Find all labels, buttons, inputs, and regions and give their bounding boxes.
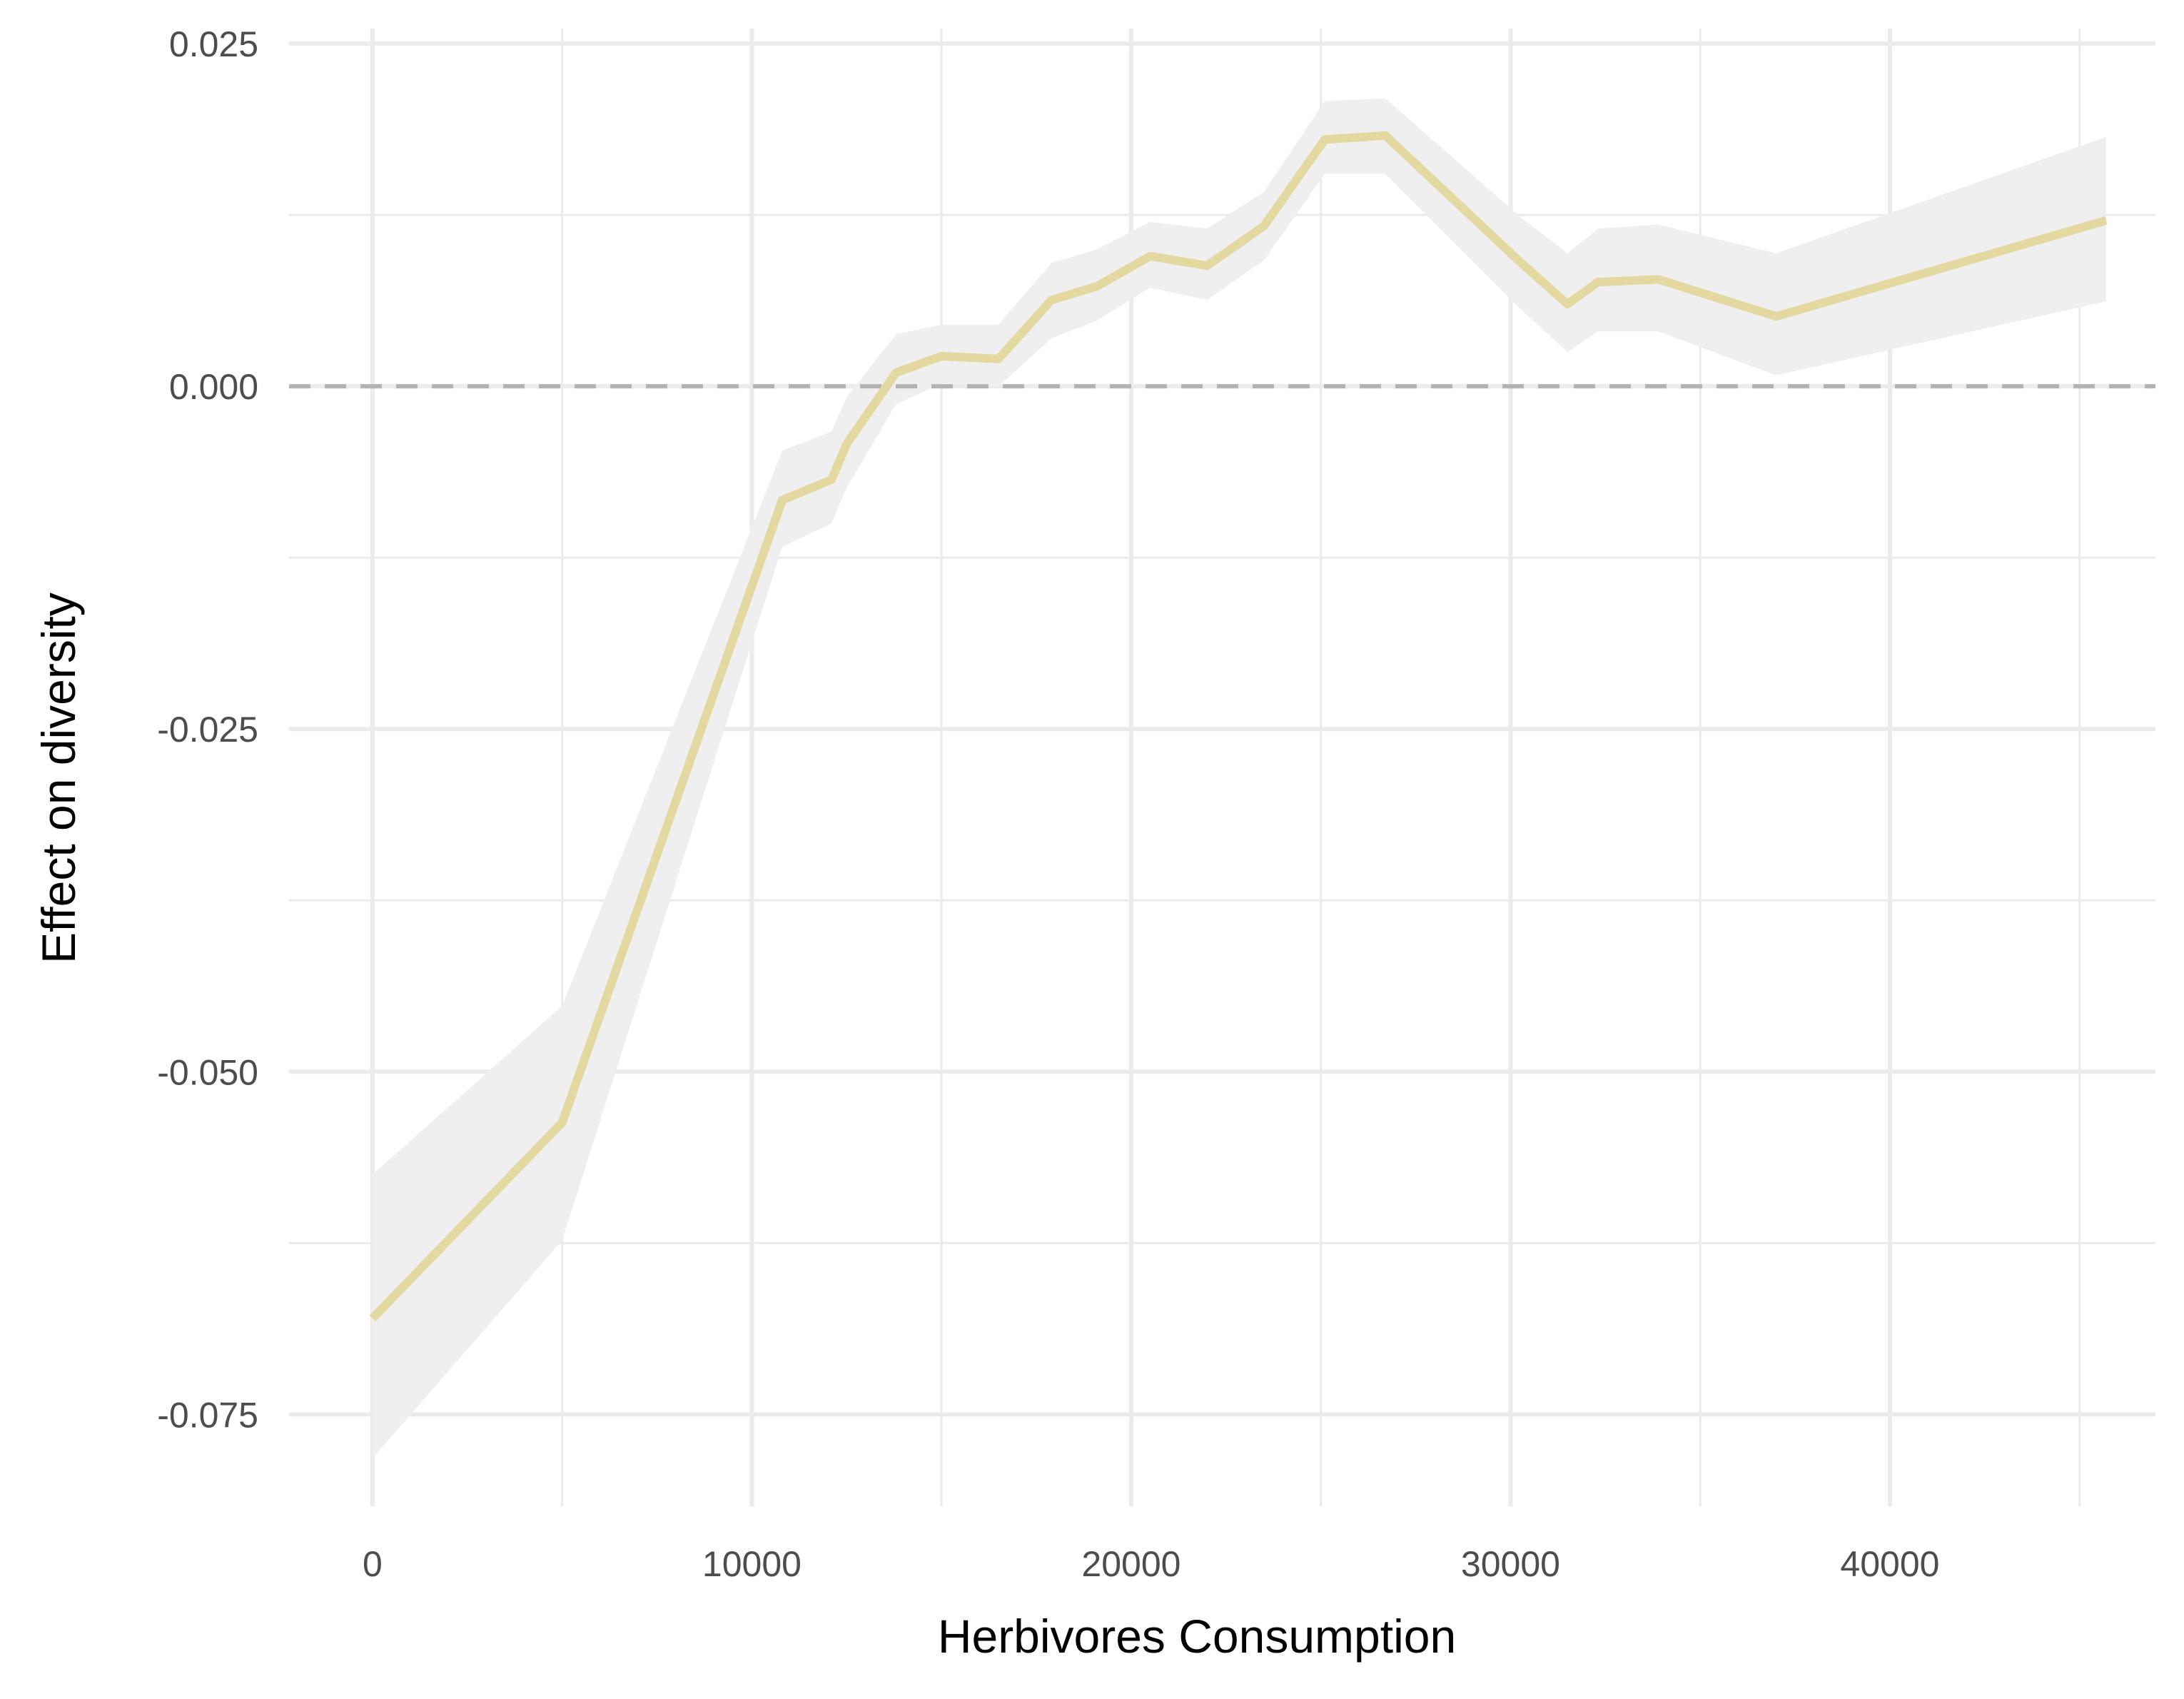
series-line-layer <box>369 131 2108 1322</box>
grid-lines <box>289 29 2155 1506</box>
y-tick-label: 0.000 <box>169 367 258 407</box>
y-tick-label: 0.025 <box>169 24 258 64</box>
confidence-ribbon-layer <box>372 98 2106 1458</box>
x-axis-title: Herbivores Consumption <box>938 1610 1456 1663</box>
x-tick-label: 10000 <box>702 1544 802 1584</box>
confidence-ribbon <box>372 98 2106 1458</box>
y-tick-labels: 0.025 0.000 -0.025 -0.050 -0.075 <box>157 24 258 1435</box>
x-tick-label: 30000 <box>1461 1544 1560 1584</box>
effect-line <box>369 131 2108 1322</box>
x-tick-label: 40000 <box>1840 1544 1939 1584</box>
y-tick-label: -0.075 <box>157 1395 258 1435</box>
y-axis-title: Effect on diversity <box>32 593 85 964</box>
x-tick-labels: 0 10000 20000 30000 40000 <box>363 1544 1939 1584</box>
y-tick-label: -0.025 <box>157 710 258 750</box>
x-tick-label: 20000 <box>1081 1544 1181 1584</box>
x-tick-label: 0 <box>363 1544 383 1584</box>
y-tick-label: -0.050 <box>157 1052 258 1092</box>
